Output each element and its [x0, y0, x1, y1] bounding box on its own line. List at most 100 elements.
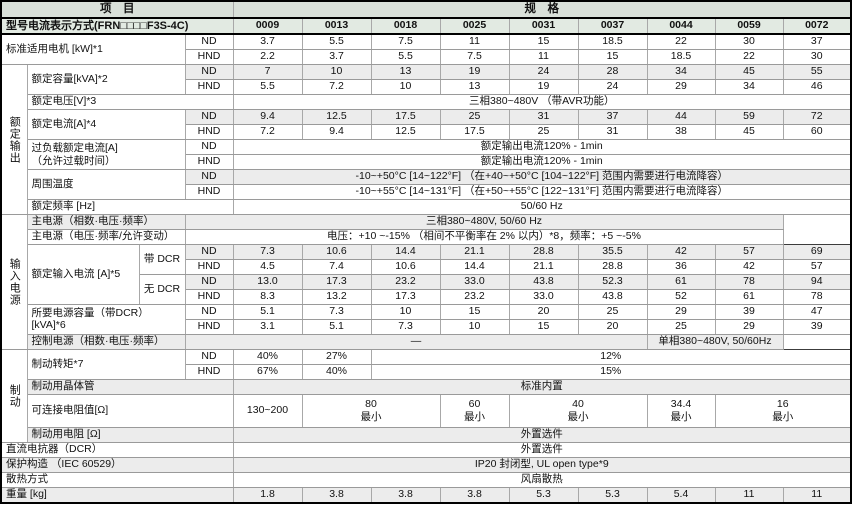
value-cell: 7.5 — [370, 33, 441, 50]
value-cell: 94 — [782, 274, 852, 290]
value-cell: 78 — [714, 274, 784, 290]
value-cell: 11 — [439, 33, 510, 50]
nd-tag: ND — [184, 64, 234, 80]
value-cell: 72 — [782, 109, 852, 125]
value-cell: 35.5 — [577, 244, 648, 260]
hnd-tag: HND — [184, 154, 234, 170]
text-line: 60 — [468, 398, 481, 411]
value-cell: 37 — [577, 109, 648, 125]
value-cell: 5.1 — [301, 319, 372, 335]
table-row: 额定输入电流 [A]*5 带 DCR ND 7.3 10.6 14.4 21.1 28.8 35… — [1, 244, 852, 305]
row-label-braking-torque: 制动转矩*7 — [26, 349, 186, 380]
table-row: 控制电源（相数·电压·频率） — 单相380~480V, 50/60Hz — [1, 334, 851, 350]
value-cell: 28.8 — [508, 244, 579, 260]
value-cell: 3.1 — [232, 319, 303, 335]
row-label-overload: 过负载额定电流[A] （允许过载时间） — [26, 139, 186, 170]
merged-value-cell: -10~+50°C [14~122°F] （在+40~+50°C [104~12… — [232, 169, 852, 185]
value-cell: 45 — [714, 64, 784, 80]
value-cell: 25 — [646, 319, 716, 335]
text-line: 80 — [365, 398, 377, 411]
model-cell: 0018 — [370, 17, 441, 35]
value-cell: 61 — [714, 289, 784, 305]
value-cell: 57 — [782, 259, 852, 275]
merged-value-cell: IP20 封闭型, UL open type*9 — [232, 457, 852, 473]
value-cell: 4.5 — [232, 259, 303, 275]
value-cell: 36 — [646, 259, 716, 275]
value-cell: 17.3 — [370, 289, 441, 305]
merged-value-cell: 额定输出电流120% - 1min — [232, 154, 852, 170]
table-row: 制动用电阻 [Ω] 外置选件 — [1, 427, 852, 443]
value-cell: 23.2 — [439, 289, 510, 305]
value-cell: 18.5 — [646, 49, 716, 65]
row-label-cooling: 散热方式 — [0, 472, 234, 488]
table-row: 保护构造 （IEC 60529） IP20 封闭型, UL open type*9 — [0, 457, 852, 473]
table-row: 周围温度 ND -10~+50°C [14~122°F] （在+40~+50°C [… — [1, 169, 852, 200]
nd-tag: ND — [184, 109, 234, 125]
model-cell: 0009 — [232, 17, 303, 35]
value-cell: 10 — [439, 319, 510, 335]
specification-table: 项 目规 格型号电流表示方式(FRN□□□□F3S-4C) 0009 0013 001… — [0, 0, 852, 504]
value-cell: 30 — [714, 33, 784, 50]
model-cell: 0031 — [508, 17, 579, 35]
value-cell: 3.8 — [370, 487, 441, 504]
model-cell: 0013 — [301, 17, 372, 35]
table-row: 重量 [kg] 1.8 3.8 3.8 3.8 5.3 5.3 5.4 11 11 — [0, 487, 852, 504]
row-label-ambient: 周围温度 — [26, 169, 186, 200]
value-cell: 10 — [370, 79, 441, 95]
value-cell: 7.3 — [301, 304, 372, 320]
value-cell: 16 最小 — [714, 394, 852, 428]
value-cell: 15 — [508, 319, 579, 335]
merged-value-cell: 三相380~480V （带AVR功能） — [232, 94, 852, 110]
value-cell: 59 — [714, 109, 784, 125]
hnd-tag: HND — [184, 289, 234, 305]
merged-value-cell: 电压：+10 ~-15% （相间不平衡率在 2% 以内）*8，频率：+5 ~-5… — [184, 229, 784, 245]
merged-value-cell: 50/60 Hz — [232, 199, 852, 215]
table-row: 直流电抗器（DCR） 外置选件 — [0, 442, 852, 458]
value-cell: 9.4 — [301, 124, 372, 140]
hnd-tag: HND — [184, 79, 234, 95]
value-cell: 39 — [714, 304, 784, 320]
value-cell: 2.2 — [232, 49, 303, 65]
value-cell: 9.4 — [232, 109, 303, 125]
value-cell: 80 最小 — [301, 394, 441, 428]
value-cell: 34 — [646, 64, 716, 80]
value-cell: 1.8 — [232, 487, 303, 504]
value-cell: 31 — [508, 109, 579, 125]
value-cell: 17.3 — [301, 274, 372, 290]
value-cell: 5.5 — [370, 49, 441, 65]
value-cell: 11 — [714, 487, 784, 504]
value-cell: 38 — [646, 124, 716, 140]
model-cell: 0072 — [782, 17, 852, 35]
table-row: 标准适用电机 [kW]*1 ND 3.7 5.5 7.5 11 15 18.5 22 30 37 — [0, 33, 852, 65]
value-cell: 78 — [782, 289, 852, 305]
value-cell: 8.3 — [232, 289, 303, 305]
table-row: 额定输出 额定容量[kVA]*2 ND 7 10 13 19 24 28 34 45 55 — [0, 64, 852, 215]
value-cell: 27% — [301, 349, 372, 365]
row-label-control-power: 控制电源（相数·电压·频率） — [26, 334, 186, 350]
model-cell: 0059 — [714, 17, 784, 35]
value-cell: 5.1 — [232, 304, 303, 320]
nd-tag: ND — [184, 274, 234, 290]
row-label-required-capacity: 所要电源容量（带DCR）[kVA]*6 — [26, 304, 186, 335]
value-cell: 57 — [714, 244, 784, 260]
value-cell: 5.4 — [646, 487, 716, 504]
value-cell: 19 — [439, 64, 510, 80]
value-cell: 11 — [782, 487, 852, 504]
table-row: 输入电源 主电源（相数·电压·频率） 三相380~480V, 50/60 Hz — [0, 214, 851, 350]
value-cell: 3.8 — [439, 487, 510, 504]
value-cell: 7.4 — [301, 259, 372, 275]
value-cell: 21.1 — [508, 259, 579, 275]
row-label-frequency: 额定频率 [Hz] — [26, 199, 234, 215]
table-row: 额定电压[V]*3 三相380~480V （带AVR功能） — [1, 94, 852, 110]
value-cell: 17.5 — [370, 109, 441, 125]
table-row: 过负载额定电流[A] （允许过载时间） ND 额定输出电流120% - 1min — [1, 139, 852, 170]
merged-value-cell: 外置选件 — [232, 442, 852, 458]
value-cell: 10.6 — [370, 259, 441, 275]
value-cell: 14.4 — [439, 259, 510, 275]
value-cell: 10.6 — [301, 244, 372, 260]
row-label-dc-reactor: 直流电抗器（DCR） — [0, 442, 234, 458]
table-row: 主电源（电压·频率/允许变动） 电压：+10 ~-15% （相间不平衡率在 2% … — [1, 229, 851, 245]
value-cell: 5.5 — [301, 33, 372, 50]
value-cell: 47 — [782, 304, 852, 320]
value-cell: 7.2 — [232, 124, 303, 140]
